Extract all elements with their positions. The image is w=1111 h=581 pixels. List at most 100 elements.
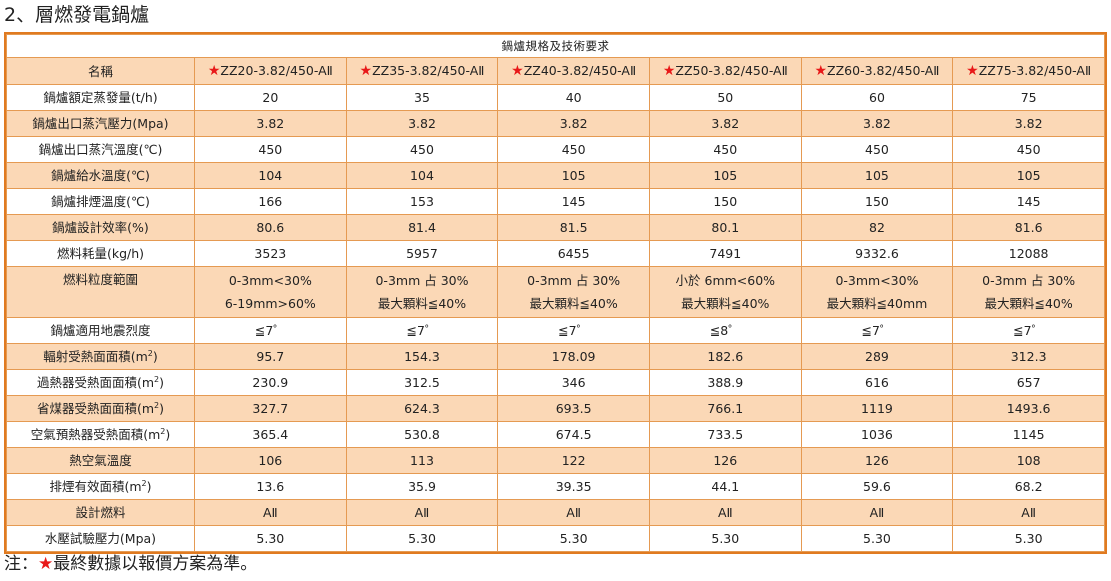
- table-row: 鍋爐設計效率(%) 80.6 81.4 81.5 80.1 82 81.6: [6, 214, 1105, 241]
- table-cell: 733.5: [648, 421, 802, 448]
- cell-line-1: 0-3mm<30%: [835, 273, 919, 288]
- row-label-text: 鍋爐設計效率(%): [52, 220, 149, 235]
- row-label: 名稱: [6, 57, 195, 85]
- table-cell: 1145: [952, 421, 1105, 448]
- table-cell: 82: [800, 214, 954, 241]
- table-cell: 13.6: [194, 473, 347, 500]
- table-cell: 145: [952, 188, 1105, 215]
- superscript: 2: [160, 427, 166, 436]
- table-cell: 388.9: [648, 369, 802, 396]
- row-label: 排煙有效面積(m2): [6, 473, 195, 500]
- table-cell: 81.5: [497, 214, 650, 241]
- table-cell: 39.35: [497, 473, 650, 500]
- table-cell: 59.6: [800, 473, 954, 500]
- cell-line-1: 0-3mm 占 30%: [527, 273, 621, 288]
- table-cell: 104: [345, 162, 499, 189]
- table-cell: 0-3mm 占 30% 最大顆料≦40%: [345, 266, 499, 318]
- model-name: ZZ60-3.82/450-AⅡ: [827, 63, 940, 78]
- model-header: ★ZZ50-3.82/450-AⅡ: [648, 57, 802, 85]
- table-row: 熱空氣溫度 106 113 122 126 126 108: [6, 447, 1105, 474]
- row-label-text: 輻射受熱面面積(m: [43, 349, 148, 364]
- table-cell: 150: [648, 188, 802, 215]
- table-cell: 113: [345, 447, 499, 474]
- row-label-text: 空氣預熱器受熱面積(m: [30, 427, 161, 442]
- table-cell: 450: [497, 136, 650, 163]
- table-cell: 105: [497, 162, 650, 189]
- superscript: 2: [141, 479, 147, 488]
- table-row: 過熱器受熱面面積(m2) 230.9 312.5 346 388.9 616 657: [6, 369, 1105, 396]
- table-cell: 182.6: [648, 343, 802, 370]
- table-cell: 166: [194, 188, 347, 215]
- superscript: 2: [154, 375, 160, 384]
- table-cell: 68.2: [952, 473, 1105, 500]
- row-label: 鍋爐出口蒸汽溫度(℃): [6, 136, 195, 163]
- table-cell: 3.82: [952, 110, 1105, 137]
- table-cell: 693.5: [497, 395, 650, 422]
- table-cell: 50: [648, 84, 802, 111]
- row-label: 空氣預熱器受熱面積(m2): [6, 421, 195, 448]
- row-label: 水壓試驗壓力(Mpa): [6, 525, 195, 552]
- table-cell: 0-3mm<30% 最大顆料≦40mm: [800, 266, 954, 318]
- table-cell: 178.09: [497, 343, 650, 370]
- table-cell: 1493.6: [952, 395, 1105, 422]
- table-cell: 122: [497, 447, 650, 474]
- table-cell: 3.82: [345, 110, 499, 137]
- row-label: 鍋爐給水溫度(℃): [6, 162, 195, 189]
- model-name: ZZ75-3.82/450-AⅡ: [978, 63, 1092, 78]
- table-cell: 108: [952, 447, 1105, 474]
- table-cell: ≦7゜: [345, 317, 499, 344]
- table-cell: 5.30: [194, 525, 347, 552]
- row-label-text: 鍋爐出口蒸汽溫度(℃): [38, 142, 163, 157]
- row-label-text: 熱空氣溫度: [69, 453, 132, 468]
- row-label-text: 鍋爐出口蒸汽壓力(Mpa): [32, 116, 169, 131]
- footnote: 注：★最終數據以報價方案為準。: [4, 551, 257, 577]
- table-cell: 44.1: [648, 473, 802, 500]
- table-cell: 35.9: [345, 473, 499, 500]
- row-label-suffix: ): [152, 349, 158, 364]
- table-cell: AⅡ: [952, 499, 1105, 526]
- cell-line-1: 0-3mm 占 30%: [982, 273, 1076, 288]
- table-row: 燃料耗量(kg/h) 3523 5957 6455 7491 9332.6 12088: [6, 240, 1105, 267]
- star-icon: ★: [662, 63, 676, 79]
- table-cell: 5.30: [345, 525, 499, 552]
- table-row: 鍋爐適用地震烈度 ≦7゜ ≦7゜ ≦7゜ ≦8゜ ≦7゜ ≦7゜: [6, 317, 1105, 344]
- table-cell: 450: [648, 136, 802, 163]
- table-cell: 5.30: [648, 525, 802, 552]
- table-cell: 450: [345, 136, 499, 163]
- row-label: 鍋爐額定蒸發量(t/h): [6, 84, 195, 111]
- row-label: 燃料耗量(kg/h): [6, 240, 195, 267]
- model-header-row: 名稱 ★ZZ20-3.82/450-AⅡ ★ZZ35-3.82/450-AⅡ ★ZZ4…: [6, 57, 1105, 85]
- table-cell: ≦7゜: [194, 317, 347, 344]
- table-cell: 7491: [648, 240, 802, 267]
- row-label-suffix: ): [165, 427, 171, 442]
- row-label-text: 鍋爐排煙溫度(℃): [51, 194, 150, 209]
- table-cell: 5957: [345, 240, 499, 267]
- table-cell: 674.5: [497, 421, 650, 448]
- row-label: 鍋爐排煙溫度(℃): [6, 188, 195, 215]
- table-cell: 312.5: [345, 369, 499, 396]
- star-icon: ★: [207, 63, 221, 79]
- table-cell: 126: [800, 447, 954, 474]
- table-row: 設計燃料 AⅡ AⅡ AⅡ AⅡ AⅡ AⅡ: [6, 499, 1105, 526]
- table-title-row: 鍋爐規格及技術要求: [6, 34, 1105, 58]
- table-cell: 450: [952, 136, 1105, 163]
- row-label-text: 省煤器受熱面面積(m: [36, 401, 155, 416]
- row-label-text: 鍋爐額定蒸發量(t/h): [43, 90, 158, 105]
- cell-line-2: 最大顆料≦40%: [984, 296, 1073, 311]
- table-cell: 450: [800, 136, 954, 163]
- cell-line-2: 最大顆料≦40%: [377, 296, 467, 311]
- star-icon: ★: [511, 63, 524, 79]
- row-label: 輻射受熱面面積(m2): [6, 343, 195, 370]
- table-cell: 3.82: [497, 110, 650, 137]
- table-cell: 105: [800, 162, 954, 189]
- row-label-text: 水壓試驗壓力(Mpa): [44, 531, 157, 546]
- table-cell: 150: [800, 188, 954, 215]
- table-cell: 小於 6mm<60% 最大顆料≦40%: [648, 266, 802, 318]
- table-row: 鍋爐出口蒸汽壓力(Mpa) 3.82 3.82 3.82 3.82 3.82 3.82: [6, 110, 1105, 137]
- footnote-prefix: 注：: [4, 554, 38, 574]
- table-cell: 346: [497, 369, 650, 396]
- table-cell: 616: [800, 369, 954, 396]
- table-cell: 0-3mm<30% 6-19mm>60%: [194, 266, 347, 318]
- table-cell: 153: [345, 188, 499, 215]
- boiler-spec-table: 鍋爐規格及技術要求 名稱 ★ZZ20-3.82/450-AⅡ ★ZZ35-3.82/…: [6, 34, 1105, 552]
